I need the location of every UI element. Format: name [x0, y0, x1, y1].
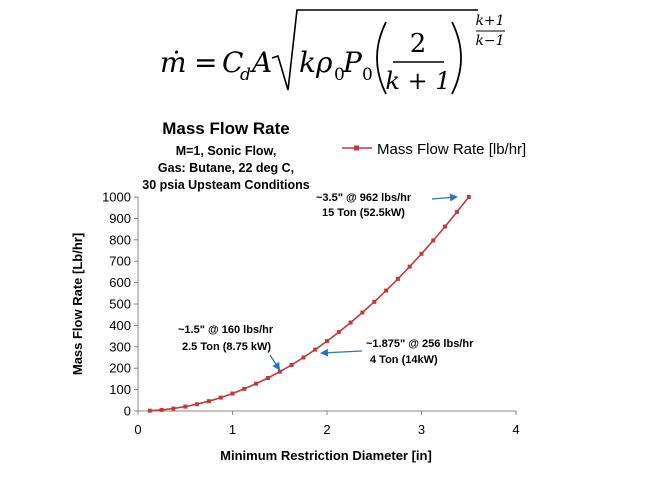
annotation-1-875-line-2: 4 Ton (14kW) — [370, 354, 438, 366]
exponent-denominator: k−1 — [475, 33, 504, 49]
data-point — [183, 404, 188, 409]
data-point — [454, 210, 459, 214]
data-point — [218, 395, 223, 400]
data-point — [372, 299, 377, 304]
equation-area: A — [249, 46, 272, 79]
x-tick-label: 0 — [134, 422, 141, 437]
x-tick-label: 4 — [512, 422, 519, 437]
equation-lhs: ṁ — [160, 46, 187, 79]
mass-flow-equation: ṁ = C d A k ρ 0 P 0 2 k + 1 k+1 k−1 — [160, 9, 505, 95]
data-point — [325, 339, 329, 344]
data-point — [466, 195, 471, 199]
annotation-1-5-inch: ~1.5" @ 160 lbs/hr 2.5 Ton (8.75 kW) — [178, 324, 281, 371]
data-point — [395, 276, 400, 281]
equation-k: k — [299, 46, 316, 79]
data-point — [431, 238, 436, 243]
sqrt-radical — [271, 9, 478, 91]
y-tick-label: 300 — [109, 339, 131, 354]
data-point — [230, 391, 235, 396]
series-group — [147, 195, 471, 413]
annotation-1-875-arrow — [320, 348, 363, 357]
chart-subtitle-line-2: Gas: Butane, 22 deg C, — [158, 161, 294, 175]
y-tick-label: 400 — [109, 318, 131, 333]
fraction-denominator: k + 1 — [385, 67, 450, 95]
annotation-3-5-line-1: ~3.5" @ 962 lbs/hr — [316, 192, 412, 204]
y-tick-label: 700 — [109, 254, 131, 269]
data-point — [419, 251, 424, 256]
data-point — [360, 310, 365, 315]
annotation-1-5-line-1: ~1.5" @ 160 lbs/hr — [178, 324, 274, 336]
plot-axes: 0 100 200 300 400 500 600 700 800 900 1000 0 1 2 3 4 — [102, 190, 520, 438]
data-point — [195, 402, 200, 407]
chart-subtitle-line-1: M=1, Sonic Flow, — [176, 144, 277, 158]
legend-marker — [354, 145, 359, 151]
data-point — [206, 399, 211, 404]
fraction-numerator: 2 — [410, 29, 427, 59]
paren-right — [451, 21, 462, 95]
y-axis-label: Mass Flow Rate [Lb/hr] — [70, 233, 85, 375]
x-tick-label: 2 — [323, 422, 330, 437]
paren-left — [376, 21, 387, 95]
legend-label: Mass Flow Rate [lb/hr] — [377, 141, 526, 158]
annotation-1-5-line-2: 2.5 Ton (8.75 kW) — [182, 341, 271, 353]
data-point — [384, 288, 389, 293]
equation-p-subscript: 0 — [362, 65, 373, 85]
chart-subtitle-line-3: 30 psia Upsteam Conditions — [142, 178, 309, 192]
equation-equals: = — [194, 46, 217, 79]
data-point — [336, 330, 341, 335]
data-point — [265, 376, 270, 380]
annotation-3-5-inch: ~3.5" @ 962 lbs/hr 15 Ton (52.5kW) — [316, 192, 458, 219]
chart-title: Mass Flow Rate — [162, 119, 290, 138]
annotation-3-5-arrow — [431, 193, 458, 202]
series-line — [149, 196, 470, 412]
y-tick-label: 500 — [109, 297, 131, 312]
y-tick-label: 1000 — [102, 190, 131, 205]
x-axis-label: Minimum Restriction Diameter [in] — [220, 448, 432, 463]
data-point — [147, 408, 152, 413]
annotation-1-875-inch: ~1.875" @ 256 lbs/hr 4 Ton (14kW) — [320, 338, 474, 366]
y-tick-label: 200 — [109, 361, 131, 376]
data-point — [277, 369, 282, 374]
annotation-3-5-line-2: 15 Ton (52.5kW) — [322, 207, 405, 219]
data-point — [313, 347, 318, 352]
y-tick-label: 0 — [124, 404, 131, 419]
data-point — [159, 407, 164, 412]
annotation-1-875-line-1: ~1.875" @ 256 lbs/hr — [366, 338, 474, 350]
data-point — [242, 386, 247, 391]
data-point — [407, 264, 412, 269]
equation-rho: ρ — [315, 46, 333, 79]
legend: Mass Flow Rate [lb/hr] — [342, 141, 526, 158]
equation-cd: C — [222, 46, 243, 79]
x-tick-label: 1 — [229, 422, 236, 437]
y-tick-label: 100 — [109, 382, 131, 397]
equation-rho-subscript: 0 — [334, 65, 345, 85]
equation-cd-subscript: d — [240, 65, 251, 85]
y-tick-label: 600 — [109, 275, 131, 290]
data-point — [301, 355, 306, 360]
y-tick-label: 900 — [109, 211, 131, 226]
exponent-numerator: k+1 — [475, 13, 504, 29]
x-tick-label: 3 — [418, 422, 425, 437]
data-point — [254, 381, 259, 386]
data-point — [289, 362, 294, 367]
annotation-1-5-arrow — [269, 354, 281, 371]
y-tick-label: 800 — [109, 232, 131, 247]
data-point — [171, 406, 176, 411]
data-point — [443, 224, 448, 229]
data-point — [348, 320, 353, 325]
equation-p: P — [342, 46, 363, 79]
